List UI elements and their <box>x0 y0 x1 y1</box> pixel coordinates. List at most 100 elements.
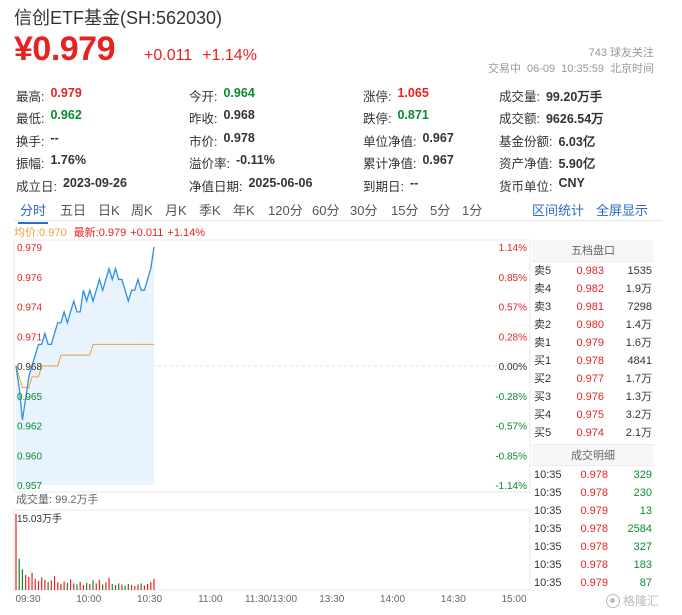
y-tick-right: 0.00% <box>499 362 527 373</box>
stat-value: 2025-06-06 <box>248 175 313 190</box>
order-price: 0.978 <box>576 355 604 367</box>
stat-cell: 涨停: 1.065 <box>363 86 499 105</box>
volume-bar <box>63 581 65 590</box>
volume-bar <box>69 579 72 590</box>
y-tick-right: -0.57% <box>495 422 527 433</box>
price-line <box>15 246 155 421</box>
deal-qty: 329 <box>633 469 652 481</box>
volume-max-label: 15.03万手 <box>17 512 62 525</box>
order-book-row: 买3 0.976 1.3万 <box>532 388 654 406</box>
volume-bar <box>108 577 110 590</box>
volume-bar <box>82 584 84 590</box>
trade-status-text: 交易中 <box>488 63 522 75</box>
price-lines <box>15 246 155 421</box>
stat-value: -- <box>50 130 59 145</box>
stat-key: 跌停: <box>363 112 392 127</box>
tab-monthly-k[interactable]: 月K <box>165 203 187 218</box>
tab-15min[interactable]: 15分 <box>391 203 419 218</box>
volume-bar <box>124 585 126 590</box>
stat-value: 9626.54万 <box>545 112 604 127</box>
stat-value: 0.967 <box>422 153 454 168</box>
stat-value: 0.964 <box>223 85 255 100</box>
tab-five-day[interactable]: 五日 <box>60 203 87 218</box>
stat-value: 99.20万手 <box>545 89 603 104</box>
stat-cell: 累计净值: 0.967 <box>363 153 499 172</box>
stats-row: 换手: -- 市价: 0.978 单位净值: 0.967 基金份额: 6.03亿 <box>16 129 656 152</box>
order-side-label: 买1 <box>534 355 552 367</box>
y-tick-left: 0.960 <box>17 451 42 462</box>
order-side-label: 卖1 <box>534 337 552 349</box>
order-side-label: 卖3 <box>534 301 552 313</box>
tab-120min[interactable]: 120分 <box>268 203 303 218</box>
y-tick-left: 0.968 <box>17 362 42 373</box>
stats-row: 成立日: 2023-09-26 净值日期: 2025-06-06 到期日: -- 货币… <box>16 174 656 197</box>
order-qty: 1.7万 <box>625 373 652 385</box>
volume-bar <box>66 582 68 590</box>
volume-bar <box>79 581 81 590</box>
tab-yearly-k[interactable]: 年K <box>233 203 255 218</box>
stat-value: 0.967 <box>422 130 454 145</box>
tab-weekly-k[interactable]: 周K <box>131 203 153 218</box>
y-tick-left: 0.962 <box>17 422 42 433</box>
tab-intraday[interactable]: 分时 <box>17 200 49 224</box>
x-tick: 13:30 <box>319 594 344 605</box>
x-tick: 09:30 <box>15 594 40 605</box>
tab-5min[interactable]: 5分 <box>430 203 451 218</box>
stat-cell: 昨收: 0.968 <box>189 108 363 127</box>
stat-cell: 市价: 0.978 <box>189 131 363 150</box>
x-tick: 10:00 <box>76 594 101 605</box>
order-book-row: 买2 0.977 1.7万 <box>532 370 654 388</box>
volume-bar <box>89 583 91 590</box>
fund-title: 信创ETF基金(SH:562030) <box>14 8 223 28</box>
tab-daily-k[interactable]: 日K <box>98 203 120 218</box>
change-abs: +0.011 <box>144 47 193 64</box>
stat-value: -- <box>409 175 419 190</box>
stat-cell: 货币单位: CNY <box>499 176 656 195</box>
x-tick: 15:00 <box>501 594 526 605</box>
deal-qty: 2584 <box>627 523 652 535</box>
order-side-label: 买2 <box>534 373 552 385</box>
volume-bar <box>73 583 75 590</box>
volume-bar <box>140 583 142 590</box>
order-price: 0.980 <box>576 319 604 331</box>
order-price: 0.976 <box>576 391 604 403</box>
volume-bar <box>153 578 155 590</box>
y-tick-left: 0.965 <box>17 392 42 403</box>
follower-count[interactable]: 743 球友关注 <box>588 47 654 59</box>
stat-cell: 成立日: 2023-09-26 <box>16 176 189 195</box>
y-tick-right: 0.85% <box>499 273 527 284</box>
stat-value: 0.962 <box>50 108 82 123</box>
volume-bar <box>18 558 20 590</box>
stat-value: 6.03亿 <box>558 134 596 149</box>
order-qty: 4841 <box>627 355 652 367</box>
tab-30min[interactable]: 30分 <box>350 203 378 218</box>
order-side-label: 卖5 <box>534 265 552 277</box>
change-pct: +1.14% <box>202 47 257 64</box>
order-book-row: 卖4 0.982 1.9万 <box>532 280 654 298</box>
order-book-row: 卖5 0.983 1535 <box>532 262 654 280</box>
stat-value: 0.871 <box>397 108 429 123</box>
volume-bar <box>134 585 136 590</box>
stat-cell: 今开: 0.964 <box>189 86 363 105</box>
tab-quarterly-k[interactable]: 季K <box>199 203 221 218</box>
range-stats-link[interactable]: 区间统计 <box>532 203 585 218</box>
deal-qty: 230 <box>633 487 652 499</box>
deal-price: 0.979 <box>580 577 608 589</box>
deal-row: 10:35 0.979 87 <box>532 574 654 592</box>
stat-key: 溢价率: <box>189 157 230 172</box>
volume-bar <box>146 583 149 590</box>
order-price: 0.974 <box>576 427 604 439</box>
order-side-label: 买5 <box>534 427 552 439</box>
stat-cell: 振幅: 1.76% <box>16 153 189 172</box>
tab-60min[interactable]: 60分 <box>312 203 340 218</box>
volume-bar <box>34 578 36 590</box>
stat-key: 今开: <box>189 89 218 104</box>
volume-bar <box>31 572 33 590</box>
legend-latest-chg: +0.011 <box>130 227 164 239</box>
watermark-text: 格隆汇 <box>623 594 660 608</box>
tab-1min[interactable]: 1分 <box>462 203 483 218</box>
stat-key: 最高: <box>16 89 45 104</box>
fullscreen-link[interactable]: 全屏显示 <box>596 203 649 218</box>
stat-cell: 单位净值: 0.967 <box>363 131 499 150</box>
